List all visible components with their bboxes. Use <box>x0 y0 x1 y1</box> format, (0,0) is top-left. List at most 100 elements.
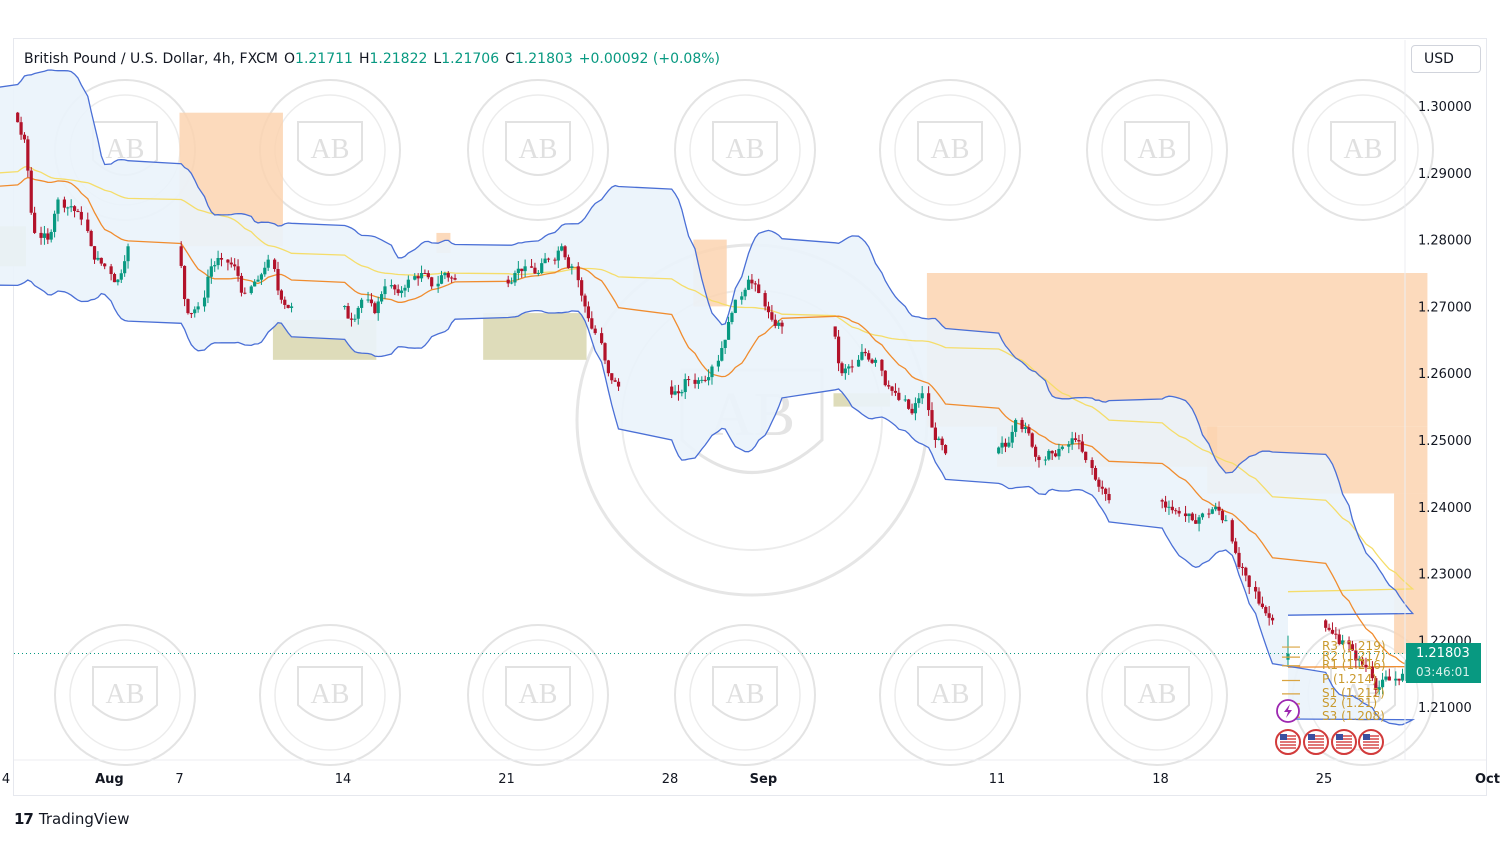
candle-body <box>1324 620 1328 628</box>
watermark-seal: AB <box>259 79 401 221</box>
candle-body <box>1033 446 1038 457</box>
candle-body <box>753 283 757 285</box>
candle-body <box>746 279 751 290</box>
pivot-label: R3 (1.219) <box>1322 639 1386 654</box>
candle-body <box>680 392 684 394</box>
candle-body <box>927 393 931 411</box>
candle-body <box>446 273 450 278</box>
watermark-monogram: AB <box>1138 679 1177 710</box>
candle-body <box>1244 567 1248 576</box>
candle-body <box>683 379 687 393</box>
candle-body <box>119 273 123 280</box>
candle-body <box>1234 541 1238 553</box>
candle-body <box>840 363 844 374</box>
candle-body <box>933 427 937 440</box>
candle-body <box>453 278 457 280</box>
candle-body <box>126 246 130 262</box>
candle-body <box>556 250 560 261</box>
mid-ma-line <box>0 176 1413 668</box>
us-flag-event-icon[interactable] <box>1331 729 1357 755</box>
tradingview-logo[interactable]: 17 TradingView <box>14 810 130 828</box>
candle-body <box>1357 658 1361 661</box>
candle-body <box>439 275 444 284</box>
us-flag-event-icon[interactable] <box>1358 729 1384 755</box>
candle-body <box>69 206 73 208</box>
candle-body <box>403 287 407 291</box>
candle-body <box>393 285 397 290</box>
candle-body <box>703 379 707 381</box>
candle-body <box>593 328 597 334</box>
x-tick-label: Oct <box>1475 772 1500 787</box>
candle-body <box>560 246 564 251</box>
candle-body <box>19 122 23 135</box>
candle-body <box>600 333 604 344</box>
candle-body <box>706 377 711 381</box>
lightning-icon[interactable] <box>1276 699 1300 723</box>
candle-body <box>1400 673 1405 681</box>
candle-body <box>213 265 217 267</box>
candle-body <box>863 351 867 354</box>
candle-body <box>42 233 47 238</box>
candle-body <box>873 359 878 363</box>
watermark-seal: AB <box>1086 79 1228 221</box>
candle-body <box>1190 513 1194 521</box>
candle-body <box>22 134 27 140</box>
x-tick-label: 14 <box>335 772 352 787</box>
candle-body <box>1257 591 1261 604</box>
candle-body <box>1267 613 1271 618</box>
watermark-monogram: AB <box>1138 134 1177 165</box>
candle-body <box>590 318 594 329</box>
candle-body <box>1394 678 1398 681</box>
currency-button[interactable]: USD <box>1411 45 1481 73</box>
candle-body <box>583 295 587 307</box>
candle-countdown: 03:46:01 <box>1416 665 1470 679</box>
candle-body <box>356 307 360 319</box>
candle-body <box>1183 513 1188 517</box>
candle-body <box>516 268 520 273</box>
candle-body <box>1254 586 1258 592</box>
candle-body <box>360 299 364 308</box>
us-flag-event-icon[interactable] <box>1275 729 1301 755</box>
candle-body <box>29 170 33 213</box>
watermark-monogram: AB <box>519 679 558 710</box>
candle-body <box>523 266 527 272</box>
candle-body <box>887 385 891 387</box>
candle-body <box>1174 510 1178 512</box>
y-tick-label: 1.23000 <box>1418 568 1472 583</box>
candle-body <box>373 303 377 314</box>
candle-body <box>96 257 100 260</box>
candle-body <box>943 445 948 454</box>
last-price-label: 1.21803 03:46:01 <box>1406 643 1481 683</box>
candle-body <box>450 277 454 279</box>
candle-body <box>236 266 240 276</box>
watermark-monogram: AB <box>1344 134 1383 165</box>
candle-body <box>1014 419 1018 432</box>
candle-body <box>196 306 200 310</box>
candle-body <box>710 366 714 378</box>
candle-body <box>723 339 727 349</box>
candle-body <box>92 246 97 260</box>
candle-body <box>1247 575 1251 587</box>
candle-body <box>1007 442 1011 447</box>
open-value: 1.21711 <box>295 51 353 67</box>
candles-layer <box>16 111 1415 697</box>
candle-body <box>1090 460 1094 468</box>
candle-body <box>1374 678 1378 690</box>
candle-body <box>1217 506 1221 511</box>
candle-body <box>726 322 731 340</box>
candle-body <box>1097 479 1101 487</box>
high-label: H <box>358 51 370 67</box>
candle-body <box>833 326 837 337</box>
candle-body <box>673 391 677 395</box>
candle-body <box>700 379 704 381</box>
us-flag-event-icon[interactable] <box>1303 729 1329 755</box>
last-price-value: 1.21803 <box>1416 646 1470 661</box>
candle-body <box>743 289 747 297</box>
close-label: C <box>505 51 515 67</box>
candle-body <box>733 299 737 313</box>
candle-body <box>343 306 347 308</box>
candle-body <box>383 286 387 295</box>
candle-body <box>276 269 280 291</box>
